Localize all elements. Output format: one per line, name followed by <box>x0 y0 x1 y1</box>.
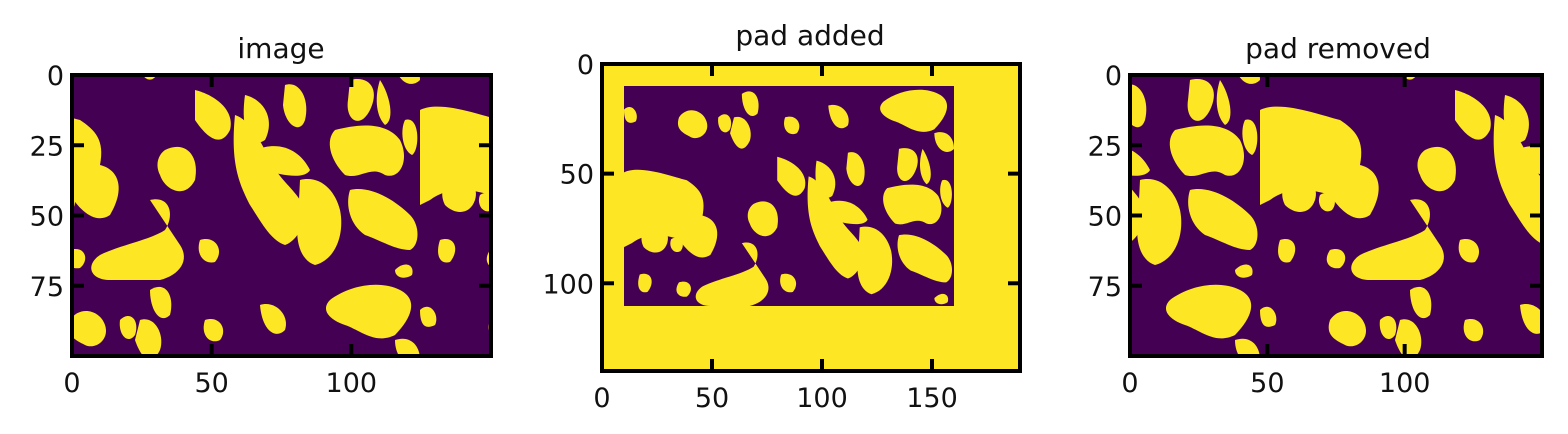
heatmap-pad-removed <box>1130 75 1542 356</box>
x-tick-label: 0 <box>1121 368 1138 399</box>
y-tick-label: 25 <box>30 131 64 162</box>
x-tick-label: 100 <box>326 368 378 399</box>
axes-pad-removed: pad removed 0 50 100 0 25 50 75 <box>1088 32 1542 399</box>
y-tick-label: 75 <box>30 272 64 303</box>
y-tick-label: 0 <box>47 61 64 92</box>
x-tick-label: 100 <box>796 383 848 414</box>
y-tick-label: 50 <box>560 160 594 191</box>
x-tick-label: 0 <box>63 368 80 399</box>
heatmap-image <box>72 75 491 356</box>
y-tick-label: 100 <box>542 269 594 300</box>
y-tick-label: 50 <box>1088 202 1122 233</box>
x-tick-label: 50 <box>194 368 228 399</box>
title-pad-removed: pad removed <box>1245 32 1431 65</box>
x-tick-label: 50 <box>695 383 729 414</box>
x-tick-label: 100 <box>1379 368 1431 399</box>
y-tick-label: 0 <box>577 50 594 81</box>
x-tick-label: 0 <box>593 383 610 414</box>
axes-image: image 0 50 100 0 25 50 75 <box>30 32 491 399</box>
x-tick-label: 50 <box>1250 368 1284 399</box>
y-tick-label: 0 <box>1105 61 1122 92</box>
x-tick-label: 150 <box>906 383 958 414</box>
heatmap-pad-added <box>624 86 954 306</box>
y-tick-label: 50 <box>30 202 64 233</box>
y-tick-label: 75 <box>1088 272 1122 303</box>
y-tick-label: 25 <box>1088 131 1122 162</box>
title-image: image <box>237 32 324 65</box>
title-pad-added: pad added <box>735 19 884 52</box>
axes-pad-added: pad added 0 50 100 150 0 50 100 <box>542 19 1020 414</box>
